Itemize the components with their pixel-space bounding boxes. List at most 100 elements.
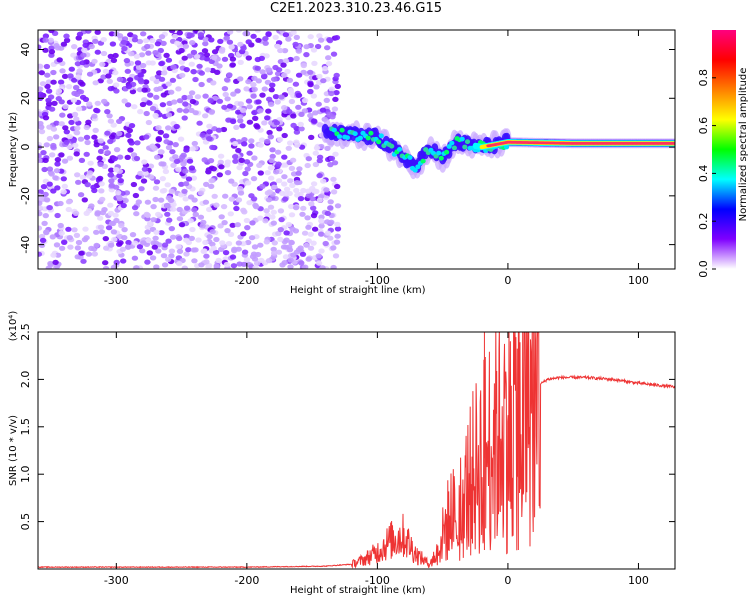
- noise-cell: [181, 265, 188, 269]
- noise-cell: [154, 41, 162, 47]
- noise-cell: [318, 231, 325, 237]
- noise-cell: [229, 62, 236, 68]
- noise-cell: [46, 166, 54, 172]
- noise-cell: [59, 68, 66, 74]
- noise-cell: [206, 234, 213, 240]
- noise-cell: [169, 77, 177, 83]
- noise-cell: [296, 166, 303, 172]
- noise-cell: [118, 223, 125, 229]
- noise-cell: [183, 67, 190, 73]
- noise-cell: [54, 161, 61, 167]
- noise-cell: [84, 182, 91, 188]
- noise-cell: [213, 265, 221, 269]
- noise-cell: [221, 56, 229, 62]
- noise-cell: [244, 166, 251, 172]
- noise-cell: [60, 239, 68, 245]
- noise-cell: [94, 30, 101, 35]
- noise-cell: [71, 77, 78, 83]
- noise-cell: [113, 82, 120, 88]
- noise-cell: [254, 30, 261, 33]
- noise-cell: [286, 140, 294, 146]
- noise-cell: [316, 158, 323, 164]
- noise-cell: [73, 232, 81, 238]
- noise-cell: [38, 189, 44, 195]
- noise-cell: [40, 184, 48, 190]
- noise-cell: [183, 147, 190, 153]
- noise-cell: [199, 132, 206, 138]
- y-axis-label: Frequency (Hz): [8, 112, 19, 188]
- noise-cell: [94, 49, 102, 55]
- noise-cell: [307, 82, 314, 88]
- noise-cell: [206, 129, 213, 135]
- noise-cell: [48, 171, 55, 177]
- noise-cell: [163, 52, 170, 59]
- noise-cell: [182, 43, 190, 49]
- noise-cell: [93, 242, 100, 248]
- noise-cell: [76, 68, 83, 74]
- noise-cell: [307, 89, 314, 95]
- noise-cell: [149, 76, 156, 82]
- noise-cell: [157, 129, 164, 135]
- noise-cell: [208, 58, 215, 64]
- noise-cell: [167, 197, 175, 203]
- noise-cell: [65, 226, 72, 232]
- noise-cell: [101, 98, 108, 104]
- noise-cell: [164, 202, 171, 208]
- noise-cell: [297, 121, 304, 127]
- noise-cell: [325, 55, 332, 61]
- noise-cell: [245, 239, 252, 246]
- noise-cell: [201, 48, 209, 54]
- noise-cell: [38, 129, 46, 135]
- noise-cell: [144, 259, 151, 265]
- snr-frame: [37, 331, 676, 570]
- noise-cell: [159, 176, 166, 182]
- noise-cell: [81, 237, 89, 243]
- noise-cell: [208, 37, 215, 43]
- noise-cell: [183, 251, 190, 257]
- x-tick-label: -100: [365, 574, 390, 587]
- noise-cell: [168, 30, 176, 34]
- noise-cell: [192, 247, 199, 253]
- noise-cell: [264, 138, 271, 144]
- noise-cell: [317, 122, 324, 128]
- noise-cell: [318, 218, 325, 224]
- noise-cell: [71, 44, 78, 50]
- noise-cell: [253, 123, 260, 129]
- noise-cell: [213, 202, 220, 208]
- noise-cell: [243, 159, 251, 165]
- noise-cell: [116, 154, 124, 160]
- noise-cell: [55, 96, 62, 102]
- noise-cell: [113, 147, 121, 153]
- tone-core: [368, 130, 374, 136]
- noise-cell: [185, 247, 192, 253]
- noise-cell: [122, 197, 129, 204]
- noise-cell: [275, 161, 282, 167]
- noise-cell: [241, 137, 248, 143]
- tone-core: [331, 127, 337, 133]
- noise-cell: [190, 69, 197, 75]
- noise-cell: [128, 51, 135, 57]
- noise-cell: [214, 69, 221, 75]
- noise-cell: [280, 162, 287, 168]
- noise-cell: [201, 248, 208, 254]
- noise-cell: [186, 32, 193, 38]
- noise-cell: [62, 104, 69, 110]
- noise-cell: [273, 120, 280, 126]
- noise-cell: [280, 62, 287, 68]
- tone-core: [339, 127, 345, 133]
- noise-cell: [44, 72, 51, 78]
- noise-cell: [137, 109, 144, 115]
- noise-cell: [73, 85, 80, 91]
- noise-cell: [91, 134, 98, 140]
- noise-cell: [305, 224, 312, 230]
- noise-cell: [307, 231, 314, 237]
- noise-cell: [107, 202, 114, 208]
- y-tick-label: 40: [19, 43, 32, 57]
- noise-cell: [63, 33, 70, 39]
- noise-cell: [120, 258, 127, 264]
- noise-cell: [48, 106, 56, 112]
- x-tick-label: -300: [104, 274, 129, 287]
- noise-cell: [229, 118, 237, 125]
- noise-cell: [85, 251, 93, 257]
- noise-cell: [253, 204, 260, 210]
